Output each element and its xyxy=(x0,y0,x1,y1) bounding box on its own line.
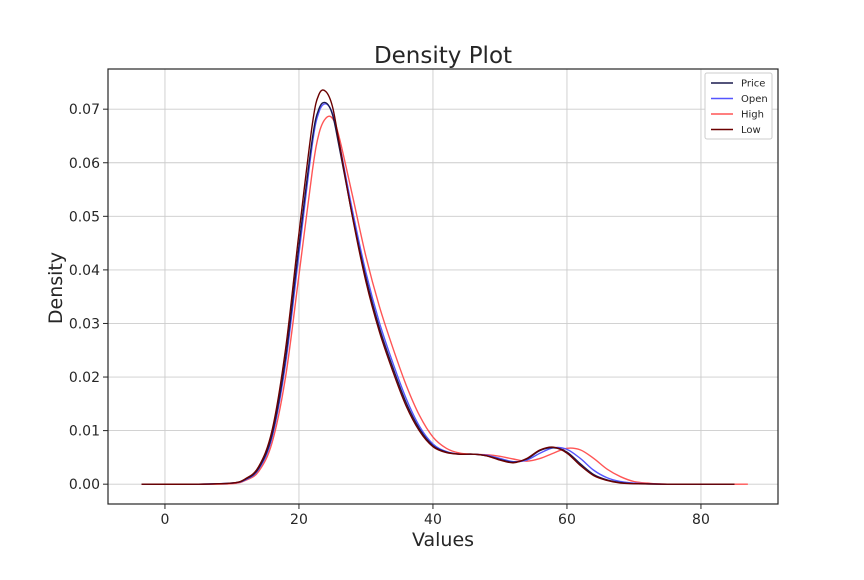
series-line-open xyxy=(141,103,735,485)
y-tick-label: 0.06 xyxy=(69,156,100,172)
series-lines xyxy=(141,89,748,485)
y-axis-label: Density xyxy=(45,252,67,324)
x-axis-ticks: 0 20 40 60 80 xyxy=(160,504,710,528)
y-tick-label: 0.05 xyxy=(69,209,100,225)
x-tick-label: 0 xyxy=(160,512,169,528)
y-tick-label: 0.03 xyxy=(69,316,100,332)
y-tick-label: 0.02 xyxy=(69,370,100,386)
legend: Price Open High Low xyxy=(704,72,773,140)
y-tick-label: 0.00 xyxy=(69,477,100,493)
plot-frame xyxy=(107,68,779,505)
x-axis-label: Values xyxy=(412,529,474,551)
grid xyxy=(108,69,778,504)
legend-label-low: Low xyxy=(741,125,761,136)
series-line-price xyxy=(141,101,735,485)
x-tick-label: 20 xyxy=(290,512,308,528)
series-line-high xyxy=(141,115,748,485)
legend-label-open: Open xyxy=(741,94,768,105)
series-line-low xyxy=(141,89,735,485)
x-tick-label: 60 xyxy=(558,512,576,528)
y-tick-label: 0.01 xyxy=(69,424,100,440)
legend-label-high: High xyxy=(741,110,764,121)
legend-box xyxy=(704,72,773,140)
y-tick-label: 0.07 xyxy=(69,102,100,118)
y-tick-label: 0.04 xyxy=(69,263,100,279)
x-tick-label: 80 xyxy=(692,512,710,528)
y-axis-ticks: 0.00 0.01 0.02 0.03 0.04 0.05 0.06 0.07 xyxy=(69,102,108,493)
legend-label-price: Price xyxy=(741,79,765,90)
chart-title: Density Plot xyxy=(374,43,512,69)
x-tick-label: 40 xyxy=(424,512,442,528)
